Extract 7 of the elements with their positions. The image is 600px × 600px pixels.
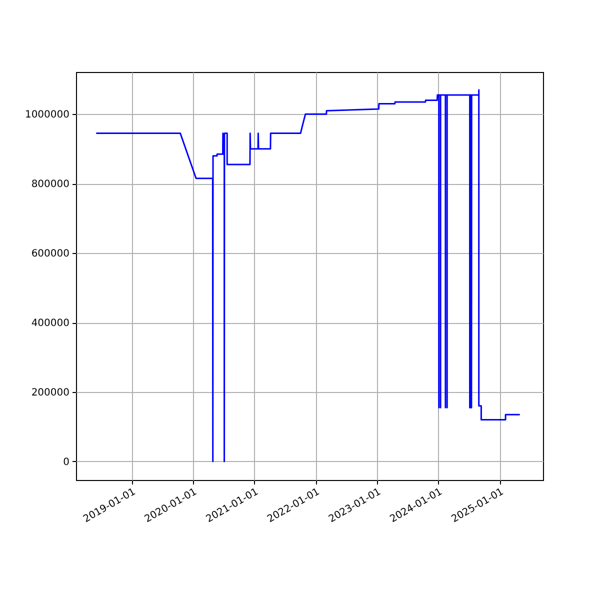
y-tick-label: 800000 (31, 179, 70, 190)
y-tick-label: 200000 (31, 387, 70, 398)
y-tick-label: 1000000 (24, 110, 70, 121)
y-tick-label: 400000 (31, 318, 70, 330)
y-tick-label: 0 (63, 456, 70, 468)
y-tick-label: 600000 (31, 248, 70, 260)
line-series (95, 89, 521, 462)
